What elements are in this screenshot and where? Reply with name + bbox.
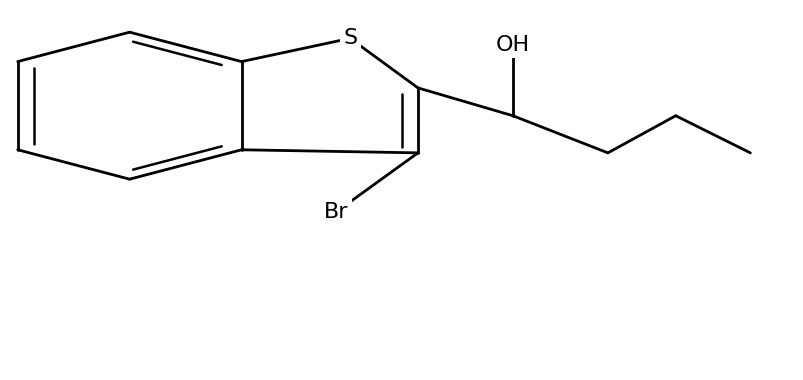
Text: Br: Br bbox=[324, 202, 349, 222]
Text: OH: OH bbox=[495, 35, 529, 55]
Text: S: S bbox=[343, 28, 357, 48]
